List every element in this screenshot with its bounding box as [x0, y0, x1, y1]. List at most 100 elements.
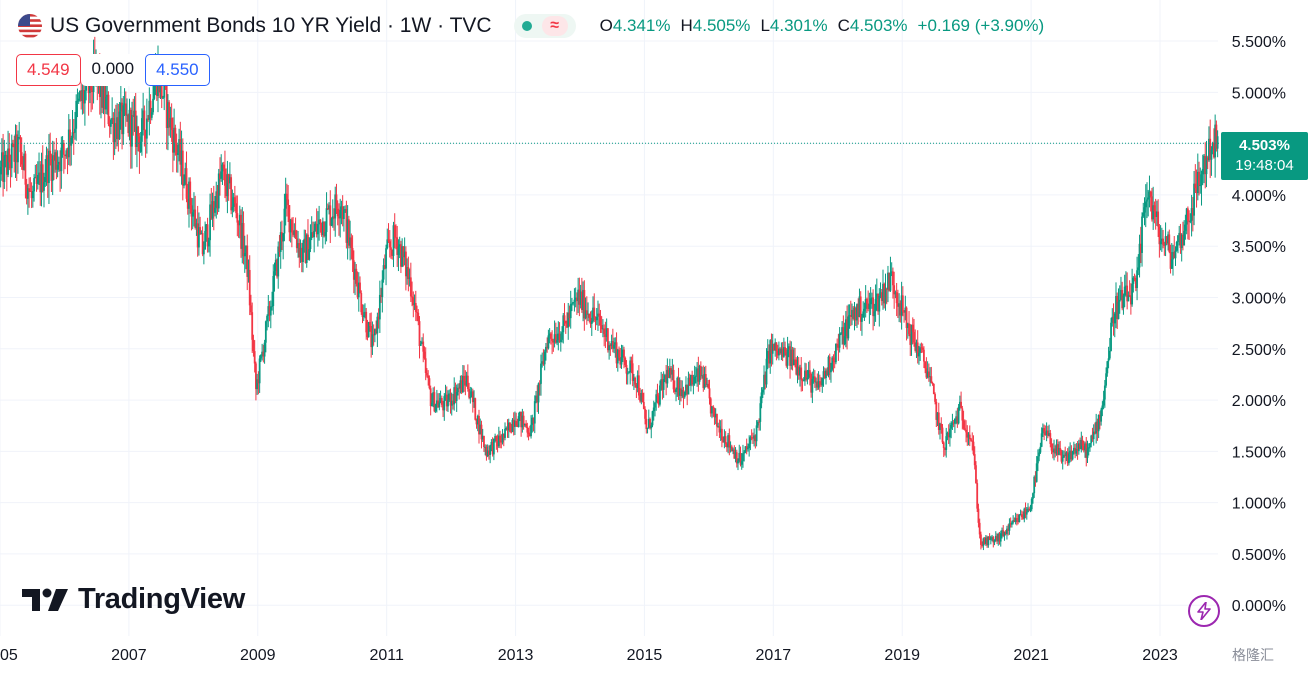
candle-body	[102, 80, 105, 108]
candle-body	[789, 346, 791, 366]
candle-body	[119, 102, 122, 112]
symbol-title[interactable]: US Government Bonds 10 YR Yield · 1W · T…	[50, 14, 492, 37]
candle-body	[331, 216, 334, 219]
candle-body	[1089, 443, 1091, 448]
candle-body	[805, 370, 808, 380]
candle-body	[712, 406, 715, 408]
candle-body	[40, 164, 43, 193]
candle-body	[314, 223, 317, 231]
candle-body	[186, 198, 189, 209]
candle-body	[775, 342, 778, 351]
candle-body	[141, 118, 143, 142]
candle-body	[701, 375, 703, 377]
candle-body	[367, 322, 370, 338]
candle-body	[459, 380, 462, 389]
candle-body	[608, 345, 611, 351]
candle-body	[113, 123, 116, 143]
candle-body	[808, 370, 811, 375]
candle-body	[688, 377, 691, 386]
candle-body	[106, 94, 109, 97]
candle-body	[686, 384, 689, 395]
candle-body	[355, 268, 358, 284]
candle-body	[354, 268, 356, 280]
candle-body	[1055, 444, 1058, 454]
candle-body	[262, 351, 265, 357]
candle-body	[269, 306, 272, 316]
candle-body	[231, 206, 234, 211]
us-flag-icon	[18, 14, 42, 38]
candle-body	[1193, 183, 1195, 216]
candle-body	[766, 350, 769, 359]
candle-body	[1173, 251, 1176, 259]
lightning-icon[interactable]	[1188, 595, 1220, 627]
candle-body	[725, 443, 728, 448]
candle-body	[918, 352, 920, 357]
candle-body	[935, 401, 938, 420]
candle-body	[328, 205, 330, 209]
candle-body	[546, 346, 549, 349]
candle-body	[295, 238, 298, 249]
candle-body	[960, 401, 962, 409]
candle-body	[286, 193, 288, 200]
candle-body	[129, 109, 132, 147]
candle-body	[116, 117, 119, 140]
candle-body	[303, 238, 306, 243]
candle-body	[150, 112, 153, 118]
candle-body	[963, 428, 966, 430]
candle-body	[201, 233, 204, 255]
open-value: 4.341%	[612, 16, 671, 35]
candle-body	[967, 434, 970, 438]
candle-body	[590, 321, 593, 324]
candle-body	[365, 311, 368, 333]
candle-body	[255, 363, 257, 390]
candle-body	[1167, 234, 1169, 244]
candle-body	[1142, 212, 1145, 217]
candle-body	[813, 376, 816, 383]
candle-body	[869, 298, 872, 305]
candle-body	[593, 307, 596, 318]
candle-body	[466, 375, 469, 389]
candle-body	[1082, 445, 1085, 451]
candle-body	[957, 406, 960, 424]
candle-body	[940, 423, 943, 428]
candle-body	[1008, 523, 1011, 531]
candle-body	[1108, 350, 1111, 359]
candle-body	[657, 396, 660, 405]
candle-body	[461, 375, 464, 393]
candle-body	[580, 291, 583, 310]
candle-body	[965, 429, 967, 433]
candle-body	[281, 232, 283, 242]
candle-body	[683, 391, 686, 398]
candle-body	[718, 426, 721, 433]
candle-body	[458, 387, 461, 389]
candle-body	[615, 342, 618, 364]
candle-body	[134, 110, 137, 147]
candle-body	[778, 348, 780, 356]
candle-body	[1033, 476, 1036, 494]
spread-value: 0.000	[80, 54, 146, 86]
candle-body	[893, 285, 896, 295]
candle-body	[370, 326, 373, 348]
candle-body	[272, 276, 275, 307]
candle-body	[308, 249, 311, 260]
sell-price-box[interactable]: 4.549	[16, 54, 81, 86]
candle-body	[194, 209, 197, 228]
candle-body	[1022, 517, 1024, 519]
candle-body	[35, 176, 38, 184]
candle-body	[107, 94, 110, 125]
buy-price-box[interactable]: 4.550	[145, 54, 210, 86]
candle-body	[309, 238, 312, 250]
candle-body	[178, 139, 180, 154]
candle-body	[321, 221, 324, 235]
market-status-pill[interactable]: ≈	[513, 14, 576, 38]
candle-body	[30, 191, 33, 199]
candle-body	[646, 427, 649, 429]
y-tick-label: 1.500%	[1232, 444, 1286, 461]
tradingview-logo[interactable]: TradingView	[22, 583, 245, 616]
candle-body	[429, 388, 432, 407]
candle-body	[414, 303, 417, 312]
candle-body	[764, 374, 767, 385]
candle-body	[214, 207, 216, 213]
candle-body	[630, 360, 633, 364]
